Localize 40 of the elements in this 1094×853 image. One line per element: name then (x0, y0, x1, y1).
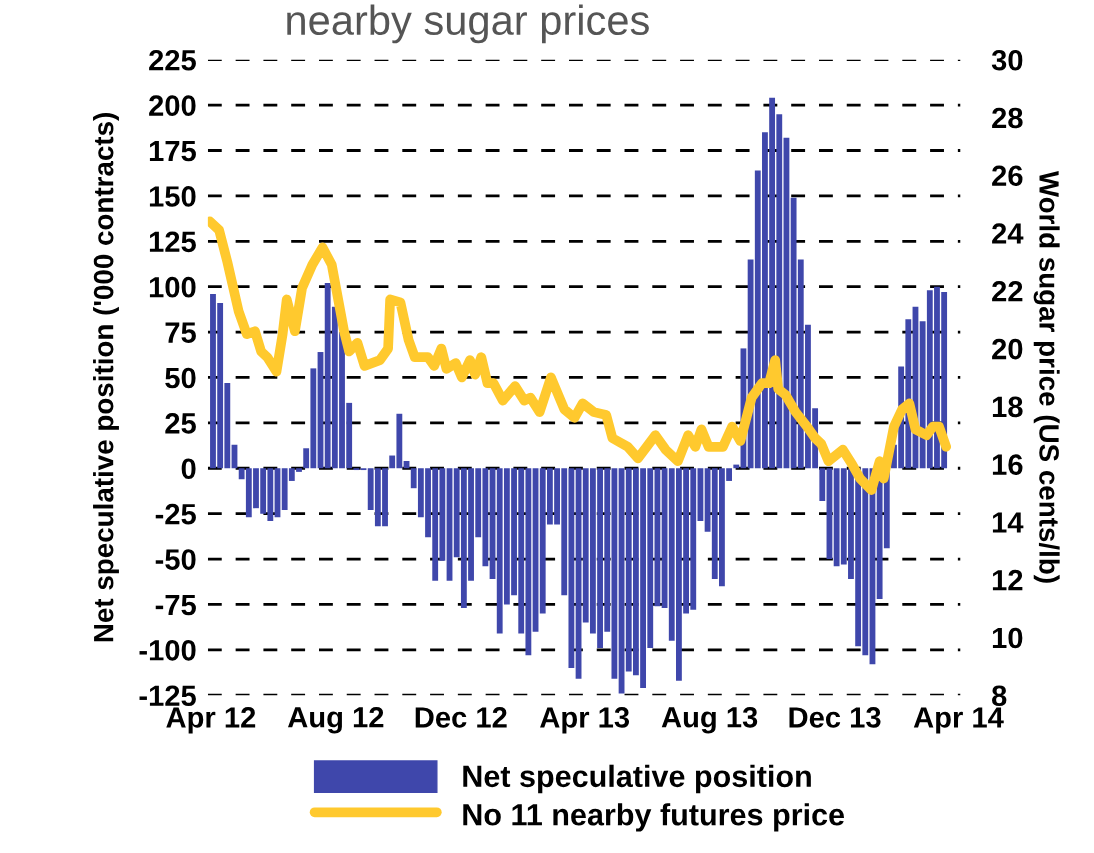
y-tick-label: -75 (155, 594, 196, 616)
y-tick-label: -125 (139, 685, 196, 707)
legend-label: No 11 nearby futures price (463, 803, 845, 832)
x-tick-label: Apr 13 (540, 707, 630, 734)
y2-tick-label: 20 (992, 338, 1023, 360)
x-tick-label: Apr 12 (166, 707, 256, 734)
y-tick-label: -50 (155, 549, 196, 570)
x-tick-label: Dec 12 (415, 707, 507, 728)
y-tick-label: 200 (149, 95, 196, 116)
y2-tick-label: 26 (992, 165, 1023, 187)
legend-label: Net speculative position (463, 764, 811, 794)
y2-tick-label: 16 (992, 454, 1023, 475)
y-tick-label: 100 (149, 276, 196, 298)
y-tick-label: -100 (139, 640, 196, 661)
y2-axis-title: World sugar price (US cents/lb) (1033, 170, 1060, 583)
y2-tick-label: 12 (992, 569, 1023, 591)
y-tick-label: 25 (165, 413, 196, 434)
y-tick-label: 225 (149, 49, 196, 71)
y2-tick-label: 24 (992, 223, 1024, 244)
bar (819, 468, 826, 501)
y2-tick-label: 10 (992, 627, 1023, 649)
y2-tick-label: 8 (992, 685, 1007, 707)
x-tick-label: Apr 14 (913, 707, 1004, 734)
y-tick-label: 125 (149, 231, 196, 253)
y-tick-label: -25 (155, 503, 196, 525)
chart-title: nearby sugar prices (287, 4, 649, 44)
y2-tick-label: 30 (991, 49, 1023, 71)
y-tick-label: 150 (149, 186, 196, 207)
y-axis-title: Net speculative position ('000 contracts) (93, 113, 119, 642)
y-tick-label: 0 (181, 458, 196, 480)
x-tick-label: Aug 13 (661, 706, 758, 734)
x-tick-label: Dec 13 (789, 707, 881, 728)
y2-tick-label: 14 (992, 512, 1024, 533)
y-tick-label: 175 (149, 141, 196, 162)
y2-tick-label: 18 (992, 396, 1023, 418)
y-tick-label: 50 (165, 367, 196, 389)
x-tick-label: Aug 12 (287, 706, 384, 734)
y-tick-label: 75 (165, 322, 196, 343)
y2-tick-label: 28 (992, 107, 1023, 129)
y2-tick-label: 22 (992, 281, 1023, 302)
